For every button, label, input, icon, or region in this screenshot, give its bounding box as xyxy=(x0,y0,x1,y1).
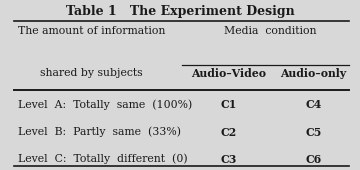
Text: C4: C4 xyxy=(305,99,321,110)
Text: Level  C:  Totally  different  (0): Level C: Totally different (0) xyxy=(18,154,188,164)
Text: Table 1   The Experiment Design: Table 1 The Experiment Design xyxy=(66,5,294,18)
Text: Level  A:  Totally  same  (100%): Level A: Totally same (100%) xyxy=(18,99,192,110)
Text: shared by subjects: shared by subjects xyxy=(40,68,143,78)
Text: The amount of information: The amount of information xyxy=(18,26,166,36)
Text: Audio–Video: Audio–Video xyxy=(191,68,266,79)
Text: Level  B:  Partly  same  (33%): Level B: Partly same (33%) xyxy=(18,127,181,137)
Text: C1: C1 xyxy=(220,99,237,110)
Text: Audio–only: Audio–only xyxy=(280,68,346,79)
Text: C5: C5 xyxy=(305,127,321,138)
Text: Media  condition: Media condition xyxy=(225,26,317,36)
Text: C6: C6 xyxy=(305,154,321,165)
Text: C3: C3 xyxy=(220,154,237,165)
Text: C2: C2 xyxy=(220,127,237,138)
